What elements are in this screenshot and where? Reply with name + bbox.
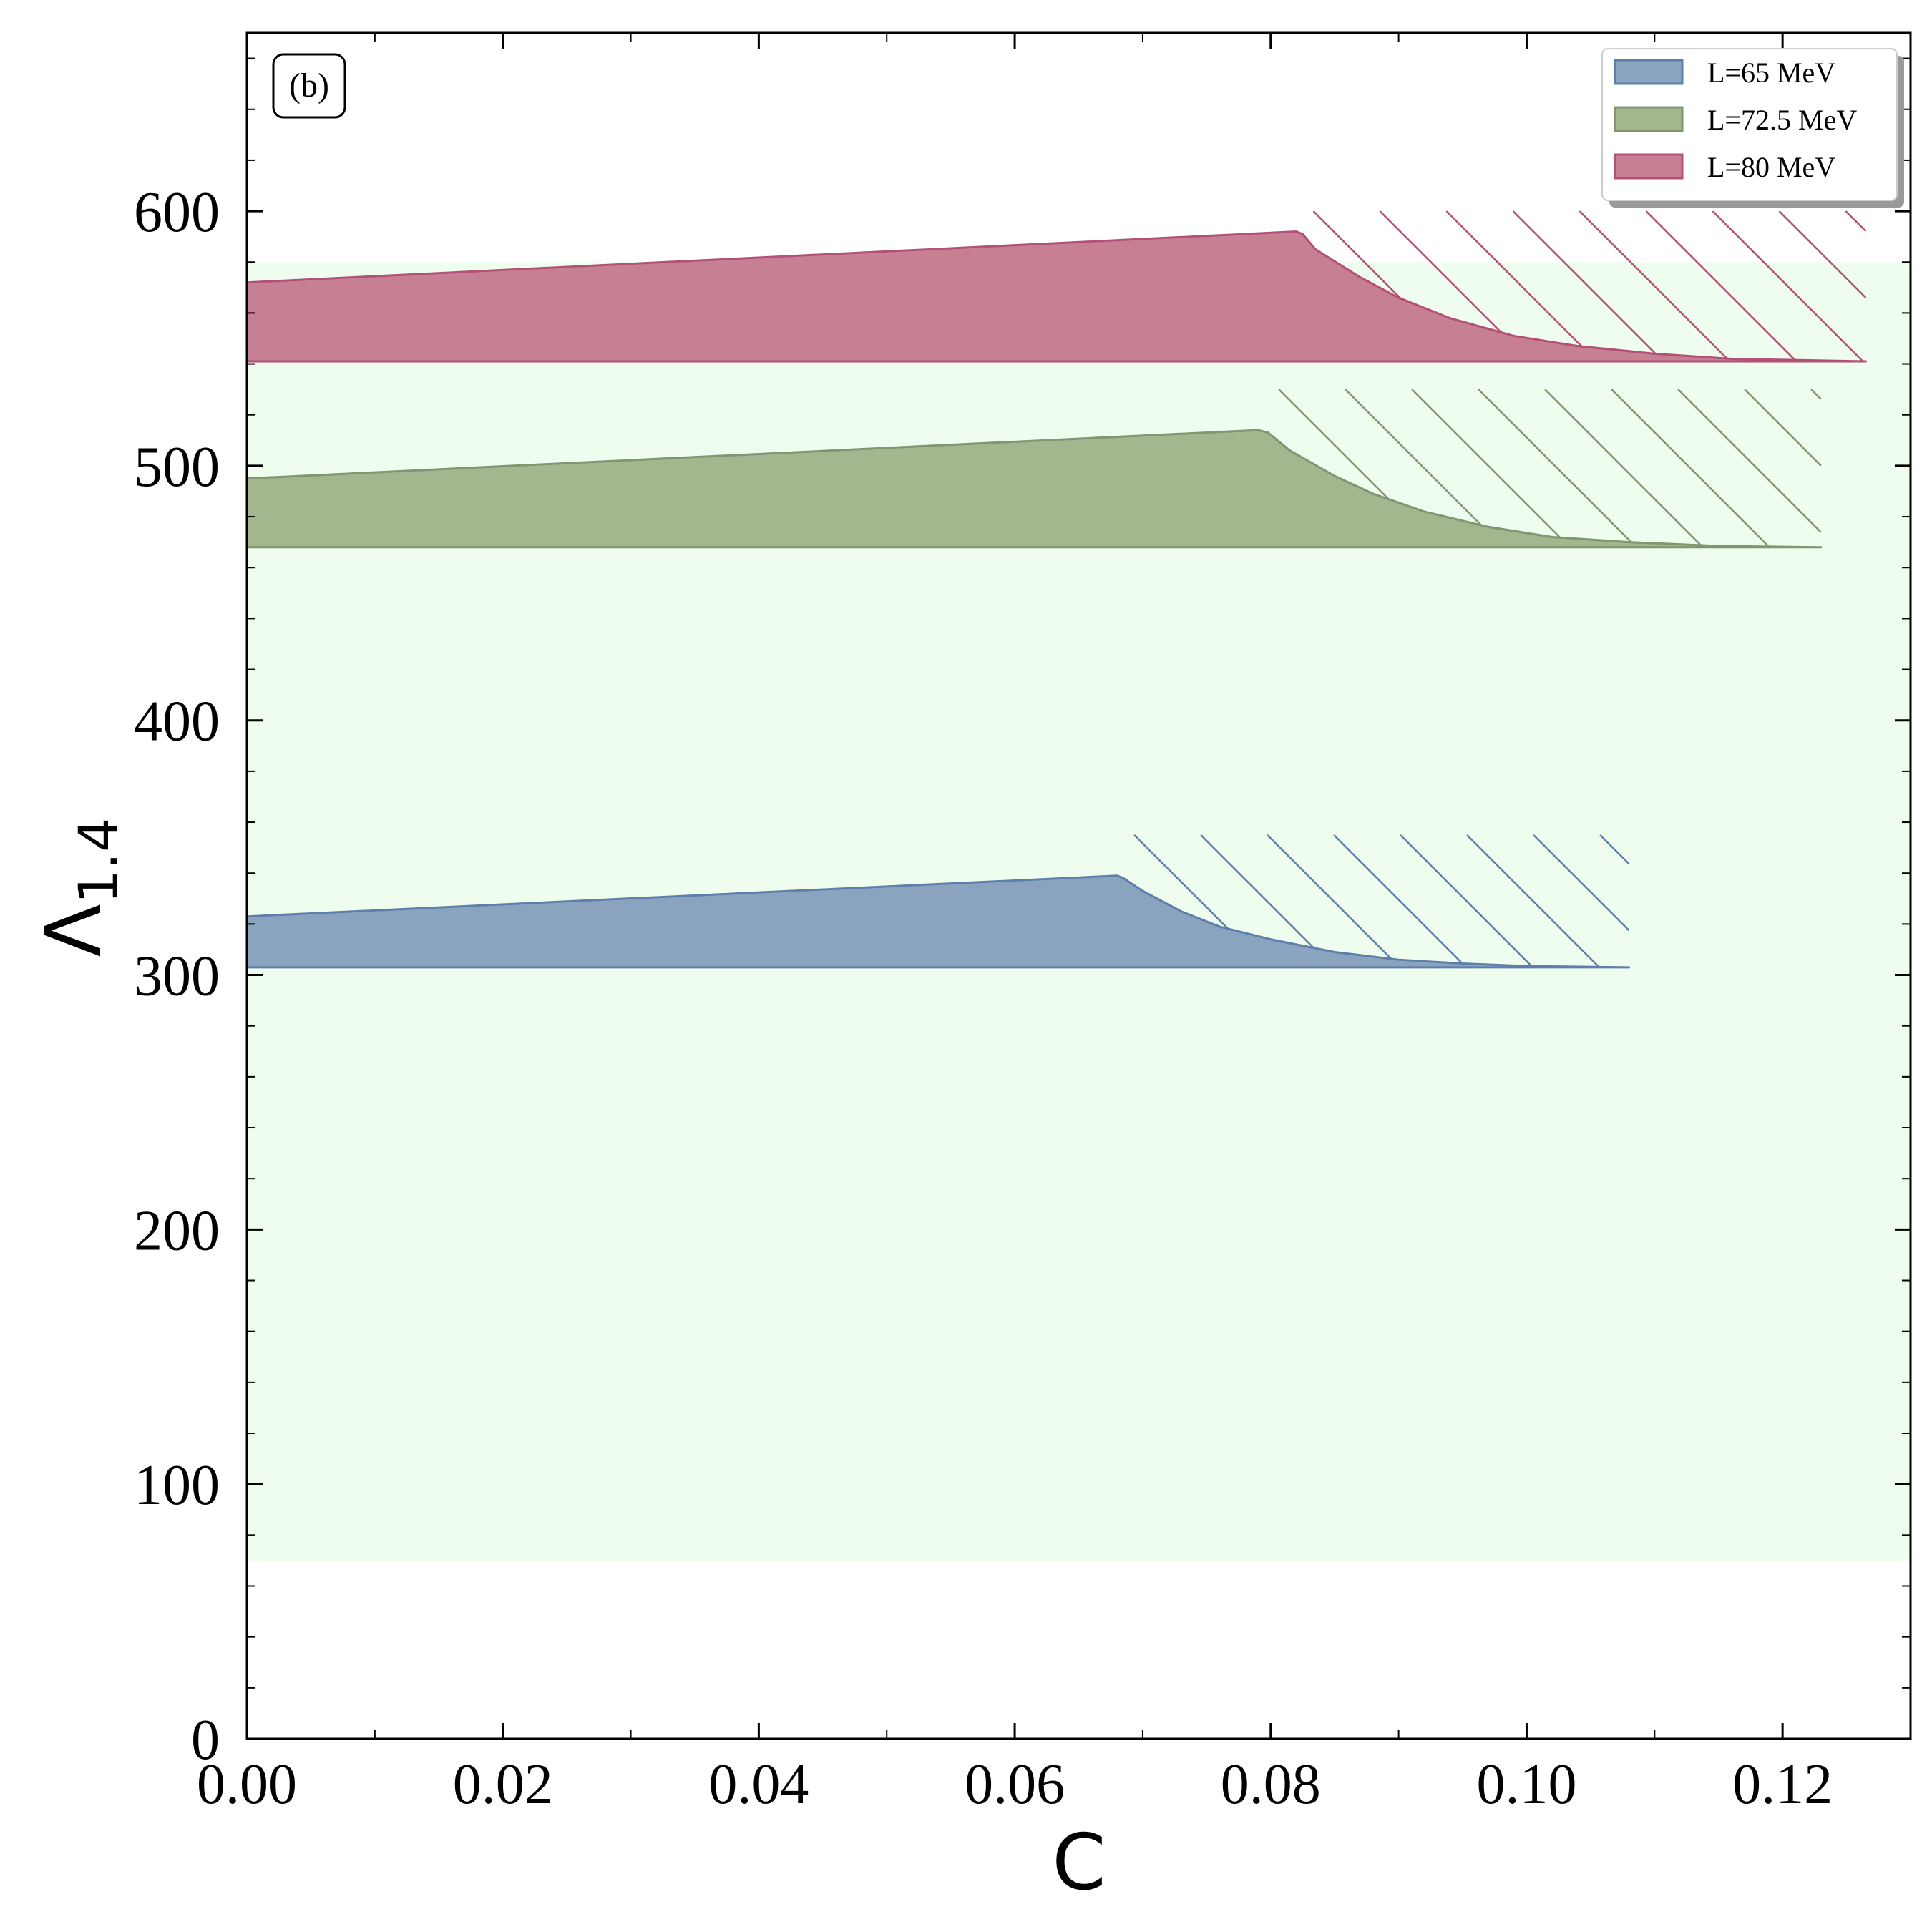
- x-axis-title: C: [1052, 1818, 1106, 1908]
- tick-label-layer: 0.00 0.02 0.04 0.06 0.08 0.10 0.12 0 100 200 300 40…: [134, 181, 1833, 1816]
- legend-swatch-0: [1614, 59, 1684, 85]
- legend-label-1: L=72.5 MeV: [1707, 104, 1857, 136]
- hatch-line: [1278, 389, 1390, 501]
- x-tick-label: 0.04: [708, 1753, 809, 1816]
- x-tick-label: 0.10: [1476, 1753, 1576, 1816]
- x-tick-label: 0.12: [1732, 1753, 1833, 1816]
- hatch-line: [1810, 389, 1822, 400]
- hatch-line: [1133, 834, 1229, 930]
- hatch-line: [1267, 834, 1392, 960]
- hatch-line: [1579, 210, 1728, 359]
- hatch-line: [1445, 210, 1584, 348]
- hatch-line: [1466, 834, 1600, 968]
- series-0: [247, 834, 1631, 969]
- hatch-line: [1744, 389, 1822, 467]
- hatch-line: [1512, 210, 1657, 355]
- panel-label-text: (b): [289, 67, 329, 104]
- y-axis-title-main: Λ: [29, 904, 119, 957]
- y-tick-label: 600: [134, 181, 220, 244]
- x-tick-label: 0.00: [197, 1753, 297, 1816]
- hatch-line: [1379, 210, 1503, 333]
- hatch-line: [1345, 389, 1483, 527]
- series-2: [247, 210, 1867, 363]
- hatch-line: [1778, 210, 1867, 298]
- y-tick-label: 500: [134, 436, 220, 499]
- legend-label-2: L=80 MeV: [1707, 151, 1835, 183]
- y-tick-label: 400: [134, 691, 220, 753]
- tick-layer: [245, 33, 1911, 1740]
- series-hatch-1: [1278, 389, 1822, 548]
- legend-swatch-2: [1614, 153, 1684, 180]
- hatch-line: [1411, 389, 1562, 540]
- y-tick-label: 200: [134, 1199, 220, 1262]
- x-tick-label: 0.08: [1221, 1753, 1321, 1816]
- hatch-line: [1677, 389, 1822, 533]
- y-tick-label: 100: [134, 1454, 220, 1517]
- series-layer: [247, 210, 1867, 969]
- hatch-line: [1611, 389, 1770, 548]
- series-area-2: [247, 230, 1867, 363]
- legend-swatch-1: [1614, 106, 1684, 132]
- legend-label-0: L=65 MeV: [1707, 57, 1835, 89]
- hatch-line: [1544, 389, 1702, 547]
- hatch-line: [1400, 834, 1533, 967]
- hatch-line: [1312, 210, 1402, 300]
- hatch-line: [1333, 834, 1463, 965]
- hatch-line: [1845, 210, 1867, 232]
- series-area-0: [247, 874, 1631, 969]
- x-tick-label: 0.02: [453, 1753, 553, 1816]
- hatch-line: [1712, 210, 1864, 362]
- series-hatch-0: [1133, 834, 1630, 968]
- y-axis-title: Λ1.4: [29, 818, 130, 957]
- panel-label-box: [272, 53, 346, 119]
- legend: L=65 MeV L=72.5 MeV L=80 MeV: [1601, 48, 1904, 208]
- hatch-line: [1478, 389, 1633, 544]
- plot-frame: [245, 31, 1912, 1740]
- y-axis-title-sub: 1.4: [67, 818, 130, 904]
- x-tick-label: 0.06: [965, 1753, 1065, 1816]
- svg-text:Λ1.4: Λ1.4: [29, 818, 130, 957]
- series-area-1: [247, 429, 1823, 549]
- hatch-line: [1645, 210, 1797, 361]
- panel-label: (b): [272, 53, 346, 119]
- y-tick-label: 300: [134, 945, 220, 1008]
- y-tick-label: 0: [191, 1709, 220, 1772]
- hatch-line: [1533, 834, 1630, 932]
- hatch-line: [1599, 834, 1630, 865]
- series-hatch-2: [1312, 210, 1867, 362]
- hatch-line: [1200, 834, 1314, 949]
- series-1: [247, 389, 1823, 549]
